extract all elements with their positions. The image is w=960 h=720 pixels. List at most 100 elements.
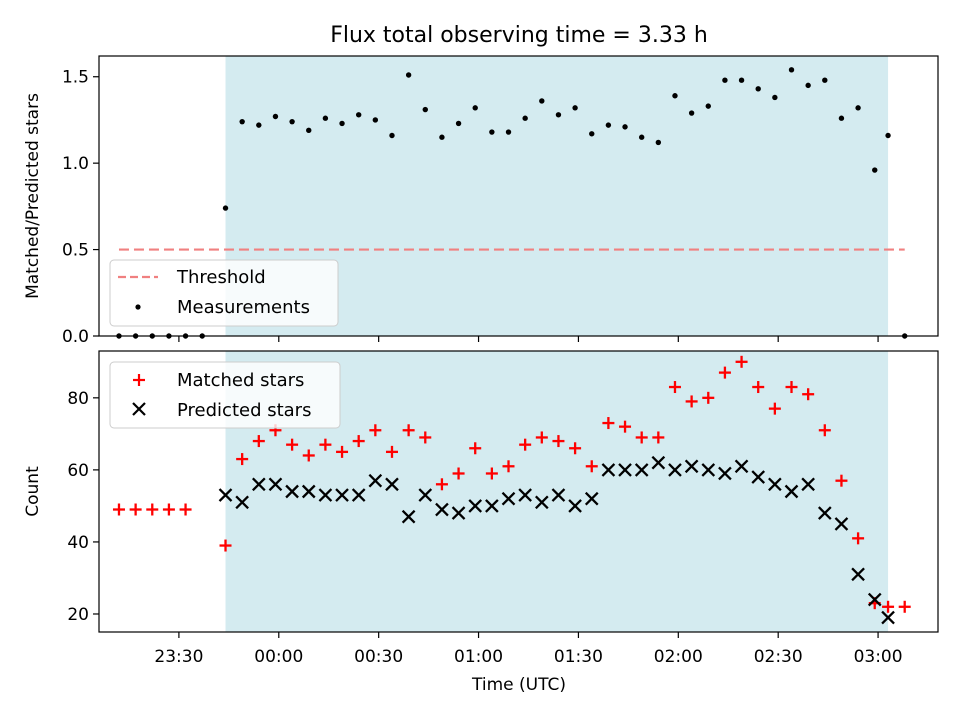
matched-star-point xyxy=(519,438,532,451)
matched-star-point xyxy=(452,467,465,480)
predicted-star-point xyxy=(734,459,749,474)
predicted-star-point xyxy=(518,488,532,502)
predicted-star-point xyxy=(251,477,266,492)
measurement-point xyxy=(788,67,795,73)
predicted-star-point xyxy=(418,488,433,502)
y-tick-label: 0.5 xyxy=(62,241,89,261)
matched-star-point xyxy=(485,467,498,480)
measurement-point xyxy=(655,139,662,146)
predicted-star-point xyxy=(817,506,832,520)
measurement-point xyxy=(772,94,778,101)
predicted-star-point xyxy=(834,517,849,531)
matched-star-point xyxy=(752,381,765,394)
matched-star-point xyxy=(602,417,615,430)
measurement-point xyxy=(222,205,229,211)
measurement-point xyxy=(855,105,861,111)
predicted-star-point xyxy=(867,592,882,607)
matched-star-point xyxy=(802,388,815,401)
predicted-star-point xyxy=(784,484,799,499)
count-legend: Matched stars Predicted stars xyxy=(109,361,341,429)
predicted-star-point xyxy=(881,610,895,625)
predicted-star-point xyxy=(301,484,316,499)
matched-star-point xyxy=(785,381,798,394)
measurement-point xyxy=(472,105,478,111)
measurement-point xyxy=(439,134,445,140)
measurement-point xyxy=(455,120,462,127)
matched-star-point xyxy=(112,503,125,516)
measurement-point xyxy=(838,115,845,121)
matched-star-point xyxy=(435,478,448,491)
measurement-point xyxy=(489,129,495,135)
matched-star-point xyxy=(352,435,365,448)
x-tick-label: 03:00 xyxy=(854,647,903,667)
measurement-point xyxy=(622,124,628,130)
predicted-star-point xyxy=(768,477,782,492)
predicted-star-point xyxy=(651,455,666,470)
predicted-star-point xyxy=(801,477,815,492)
predicted-star-point xyxy=(268,477,283,492)
matched-star-point xyxy=(302,449,315,462)
y-tick-label: 1.5 xyxy=(62,68,89,88)
predicted-legend-label: Predicted stars xyxy=(177,400,311,421)
predicted-star-point xyxy=(851,567,865,582)
ratio-legend: Threshold Measurements xyxy=(109,259,339,327)
matched-star-point xyxy=(569,442,582,455)
measurement-point xyxy=(405,72,412,78)
matched-star-point xyxy=(835,474,848,487)
matched-star-point xyxy=(585,460,598,473)
measurement-point xyxy=(322,115,329,121)
matched-star-point xyxy=(685,395,698,408)
measurement-points xyxy=(116,67,908,339)
matched-star-point xyxy=(635,431,648,444)
matched-star-point xyxy=(852,532,865,545)
measurement-point xyxy=(272,113,279,120)
matched-star-point xyxy=(319,438,332,451)
count-panel-frame xyxy=(98,350,939,633)
y-tick-label: 80 xyxy=(67,389,89,409)
measurement-point xyxy=(805,82,811,89)
count-legend-box xyxy=(109,361,341,429)
matched-star-point xyxy=(735,355,748,368)
matched-legend-swatch xyxy=(133,374,145,386)
matched-star-point xyxy=(402,424,415,437)
measurement-point xyxy=(289,118,295,125)
measurement-point xyxy=(522,115,528,121)
measurement-point xyxy=(355,112,362,118)
count-panel: 20 40 60 80 23:30 00:00 00:30 01:00 01:30 02:00 0… xyxy=(23,350,939,695)
measurement-point xyxy=(822,77,828,83)
matched-star-point xyxy=(718,366,731,379)
matched-star-point xyxy=(252,435,265,448)
measurement-point xyxy=(505,129,512,135)
matched-star-point xyxy=(369,424,382,437)
predicted-star-point xyxy=(668,463,682,477)
predicted-star-point xyxy=(435,502,449,517)
measurement-point xyxy=(638,134,645,140)
matched-star-point xyxy=(668,381,681,394)
measurement-point xyxy=(555,112,562,118)
predicted-star-point xyxy=(601,463,616,477)
measurement-point xyxy=(738,77,745,83)
count-x-axis: 23:30 00:00 00:30 01:00 01:30 02:00 02:30 03:00 xyxy=(154,632,903,667)
matched-star-point xyxy=(502,460,515,473)
predicted-star-point xyxy=(568,499,582,513)
measurement-point xyxy=(422,106,428,113)
chart-title: Flux total observing time = 3.33 h xyxy=(330,23,708,48)
predicted-legend-swatch xyxy=(132,402,146,416)
x-tick-label: 01:30 xyxy=(554,647,603,667)
matched-star-point xyxy=(236,453,249,466)
matched-star-point xyxy=(702,391,715,404)
measurement-point xyxy=(705,103,711,109)
matched-star-point xyxy=(882,600,895,613)
y-tick-label: 40 xyxy=(67,533,89,553)
predicted-star-point xyxy=(218,488,233,502)
x-tick-label: 02:00 xyxy=(654,647,703,667)
matched-star-point xyxy=(619,420,632,433)
matched-star-point xyxy=(179,503,192,516)
x-axis-label: Time (UTC) xyxy=(471,675,566,695)
measurement-point xyxy=(672,93,678,99)
matched-star-point xyxy=(768,402,781,415)
predicted-star-point xyxy=(751,470,766,484)
measurement-point xyxy=(872,167,878,173)
measurement-point xyxy=(722,77,728,83)
